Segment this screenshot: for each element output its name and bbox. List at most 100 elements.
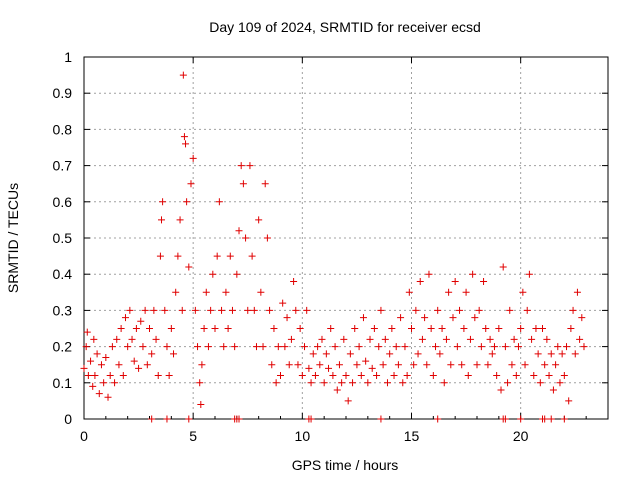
x-tick-label: 10 — [295, 428, 311, 444]
data-point — [408, 325, 415, 332]
data-point — [573, 288, 581, 296]
data-point — [528, 335, 536, 343]
data-point — [394, 361, 402, 369]
data-point — [580, 343, 588, 351]
data-point — [530, 372, 538, 380]
data-point — [235, 227, 243, 235]
data-point — [571, 350, 579, 358]
data-point — [314, 343, 322, 351]
data-point — [146, 325, 153, 332]
data-point — [283, 314, 291, 322]
y-tick-label: 1 — [64, 49, 72, 65]
data-point — [270, 325, 278, 332]
data-point — [191, 306, 199, 314]
data-point — [318, 335, 326, 343]
data-point — [576, 335, 584, 343]
data-point — [194, 343, 202, 351]
data-point — [460, 325, 468, 332]
data-point — [207, 306, 215, 314]
data-point — [512, 372, 520, 380]
data-point — [541, 415, 549, 423]
data-point — [569, 306, 577, 314]
data-point — [259, 343, 267, 351]
data-point — [204, 343, 212, 351]
data-point — [523, 306, 531, 314]
data-point — [108, 343, 116, 351]
data-point — [344, 397, 352, 405]
data-point — [521, 361, 529, 369]
data-point — [87, 357, 95, 365]
data-point — [292, 306, 300, 314]
data-point — [552, 361, 560, 369]
data-point — [301, 343, 309, 351]
data-point — [495, 325, 503, 332]
data-point — [355, 343, 363, 351]
data-point — [218, 306, 226, 314]
data-point — [429, 372, 437, 380]
data-point — [266, 306, 274, 314]
data-point — [364, 379, 372, 387]
data-point — [263, 234, 271, 242]
data-point — [311, 372, 319, 380]
data-point — [501, 343, 509, 351]
data-point — [130, 357, 138, 365]
data-point — [462, 288, 470, 296]
data-point — [501, 415, 509, 423]
data-point — [128, 335, 136, 343]
y-tick-label: 0 — [64, 411, 72, 427]
data-point — [187, 180, 195, 188]
data-point — [434, 415, 442, 423]
data-point — [261, 180, 269, 188]
grid — [84, 57, 608, 419]
y-tick-label: 0.5 — [53, 230, 73, 246]
data-point — [377, 306, 385, 314]
data-point — [132, 325, 140, 332]
data-point — [294, 361, 302, 369]
data-point — [141, 306, 149, 314]
y-tick-label: 0.8 — [53, 121, 73, 137]
y-tick-label: 0.4 — [53, 266, 73, 282]
data-point — [436, 350, 444, 358]
data-point — [449, 314, 457, 322]
data-point — [493, 372, 501, 380]
data-point — [104, 393, 112, 401]
data-point — [349, 379, 357, 387]
data-point — [410, 361, 418, 369]
data-point — [532, 325, 540, 332]
data-point — [255, 216, 263, 224]
data-point — [222, 288, 230, 296]
data-point — [246, 162, 254, 170]
data-point — [124, 343, 132, 351]
data-point — [277, 372, 284, 380]
axis-ticks: 00.10.20.30.40.50.60.70.80.910 5 10 15 20 — [53, 49, 609, 444]
data-point — [375, 343, 383, 351]
data-point — [163, 415, 171, 423]
data-point — [329, 372, 337, 380]
data-point — [113, 335, 121, 343]
data-point — [480, 277, 488, 285]
data-point — [504, 379, 512, 387]
data-point — [281, 343, 289, 351]
data-point — [320, 379, 328, 387]
data-point — [473, 361, 481, 369]
data-point — [307, 415, 315, 423]
data-point — [434, 306, 442, 314]
data-point — [432, 343, 440, 351]
data-point — [174, 252, 182, 260]
data-point — [161, 306, 169, 314]
data-point — [82, 343, 90, 351]
x-tick-label: 5 — [189, 428, 197, 444]
data-point — [307, 379, 315, 387]
data-point — [423, 361, 431, 369]
data-point — [154, 372, 162, 380]
data-point — [90, 335, 98, 343]
data-point — [220, 343, 228, 351]
data-point — [453, 343, 461, 351]
data-point — [327, 325, 335, 332]
data-point — [519, 288, 527, 296]
data-point — [353, 361, 361, 369]
data-point — [197, 401, 205, 409]
data-point — [554, 343, 562, 351]
data-point — [244, 306, 252, 314]
data-point — [150, 306, 158, 314]
